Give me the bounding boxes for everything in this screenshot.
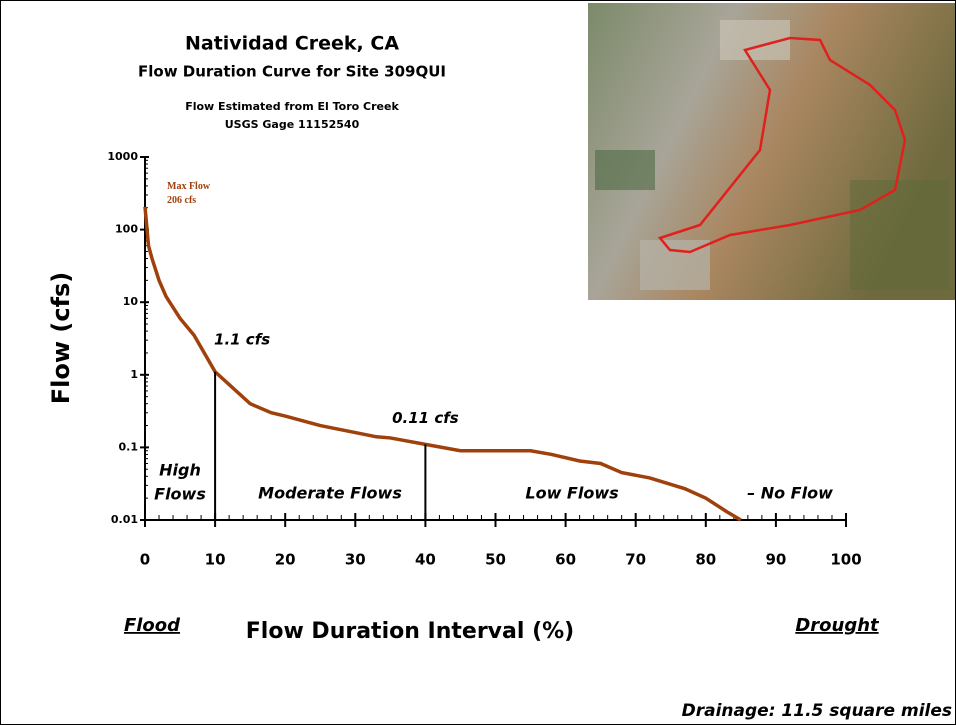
- annotation: 0.11 cfs: [392, 409, 459, 427]
- annotation: 1.1 cfs: [214, 330, 270, 348]
- x-tick-label: 50: [485, 551, 506, 569]
- flow-curve: [143, 206, 742, 522]
- x-end-label: Drought: [795, 615, 880, 636]
- region-label: High: [159, 461, 201, 480]
- note: Flow Estimated from El Toro Creek: [185, 100, 399, 113]
- x-tick-label: 0: [140, 551, 150, 569]
- region-label: Low Flows: [525, 484, 618, 503]
- y-axis-label: Flow (cfs): [47, 272, 75, 405]
- x-tick-label: 40: [415, 551, 436, 569]
- y-tick-label: 1000: [107, 150, 138, 163]
- x-tick-label: 20: [275, 551, 296, 569]
- x-tick-label: 70: [625, 551, 646, 569]
- y-tick-label: 0.01: [111, 513, 138, 526]
- y-tick-label: 10: [123, 295, 139, 308]
- x-tick-label: 30: [345, 551, 366, 569]
- satellite-image: [588, 3, 955, 300]
- y-tick-label: 100: [115, 223, 138, 236]
- chart-subtitle: Flow Duration Curve for Site 309QUI: [138, 63, 446, 81]
- chart-title: Natividad Creek, CA: [185, 33, 399, 55]
- y-tick-label: 0.1: [119, 440, 139, 453]
- x-tick-label: 10: [205, 551, 226, 569]
- x-tick-label: 90: [765, 551, 786, 569]
- x-tick-label: 100: [830, 551, 861, 569]
- note: USGS Gage 11152540: [225, 118, 360, 131]
- x-end-label: Flood: [124, 615, 181, 636]
- footer: Drainage: 11.5 square miles: [682, 701, 952, 721]
- annotation: Max Flow: [167, 181, 211, 192]
- region-label: Flows: [154, 485, 206, 504]
- annotation: 206 cfs: [167, 195, 196, 206]
- y-tick-label: 1: [130, 368, 138, 381]
- region-label: Moderate Flows: [258, 484, 402, 503]
- x-axis-label: Flow Duration Interval (%): [246, 619, 574, 644]
- x-tick-label: 80: [695, 551, 716, 569]
- x-tick-label: 60: [555, 551, 576, 569]
- region-label: – No Flow: [747, 484, 833, 503]
